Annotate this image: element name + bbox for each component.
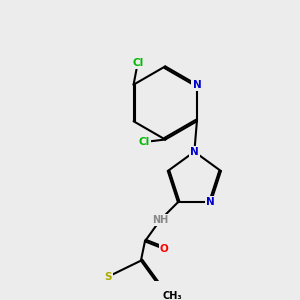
Text: NH: NH <box>152 215 168 225</box>
Text: CH₃: CH₃ <box>162 291 182 300</box>
Text: O: O <box>160 244 169 254</box>
Text: N: N <box>193 80 201 90</box>
Text: N: N <box>190 147 199 157</box>
Text: Cl: Cl <box>132 58 143 68</box>
Text: N: N <box>206 197 215 207</box>
Text: Cl: Cl <box>138 137 149 147</box>
Text: S: S <box>104 272 112 282</box>
